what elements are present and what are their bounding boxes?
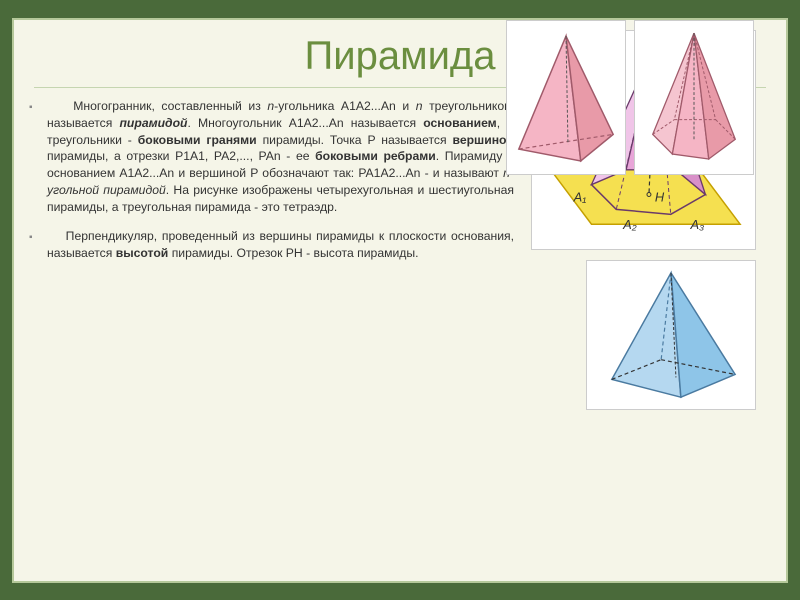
figures-column: α P A₁ A₂ A₃ Aₙ H <box>506 20 771 585</box>
svg-text:A₃: A₃ <box>690 217 705 232</box>
text-column: ▪ Многогранник, составленный из n-угольн… <box>29 98 514 273</box>
paragraph-2: Перпендикуляр, проведенный из вершины пи… <box>47 228 514 262</box>
svg-text:H: H <box>655 189 665 204</box>
bullet-marker-icon: ▪ <box>29 98 47 216</box>
bullet-2: ▪ Перпендикуляр, проведенный из вершины … <box>29 228 514 262</box>
svg-text:A₂: A₂ <box>622 217 637 232</box>
bullet-1: ▪ Многогранник, составленный из n-угольн… <box>29 98 514 216</box>
slide: Пирамида ▪ Многогранник, составленный из… <box>12 18 788 583</box>
svg-text:A₁: A₁ <box>573 189 587 204</box>
figure-quad-pyramid <box>586 260 756 410</box>
figure-hex-pyramid-small <box>634 20 754 175</box>
bullet-marker-icon: ▪ <box>29 228 47 262</box>
paragraph-1: Многогранник, составленный из n-угольник… <box>47 98 514 216</box>
figure-tetrahedron <box>506 20 626 175</box>
